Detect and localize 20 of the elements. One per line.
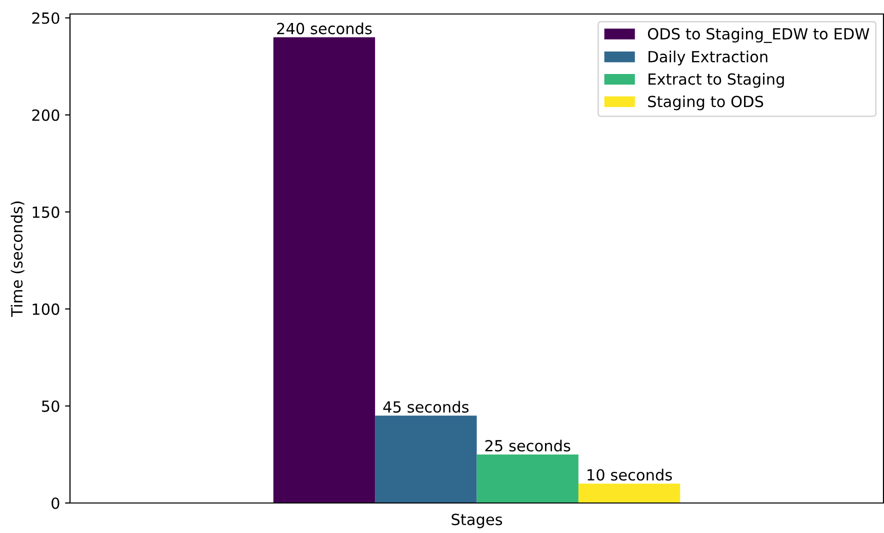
data-label: 10 seconds xyxy=(588,468,672,481)
legend-label: Extract to Staging xyxy=(648,73,784,88)
bar xyxy=(476,454,578,503)
y-tick-label: 150 xyxy=(32,206,60,218)
data-label: 25 seconds xyxy=(485,440,570,452)
data-label: 240 seconds xyxy=(277,22,372,34)
legend-label: ODS to Staging_EDW to EDW xyxy=(648,28,870,43)
data-label: 45 seconds xyxy=(383,400,469,413)
bar xyxy=(273,37,376,503)
y-tick-label: 0 xyxy=(52,497,60,510)
x-axis-title: Stages xyxy=(452,514,502,528)
bar xyxy=(578,484,680,503)
y-tick-label: 50 xyxy=(42,400,60,412)
y-tick-label: 100 xyxy=(32,303,60,315)
bar xyxy=(375,416,477,503)
legend-label: Daily Extraction xyxy=(648,50,768,66)
y-tick-label: 250 xyxy=(32,12,60,24)
y-tick-label: 200 xyxy=(32,109,60,121)
y-axis-title: Time (seconds) xyxy=(10,202,24,317)
legend-label: Staging to ODS xyxy=(648,95,764,110)
